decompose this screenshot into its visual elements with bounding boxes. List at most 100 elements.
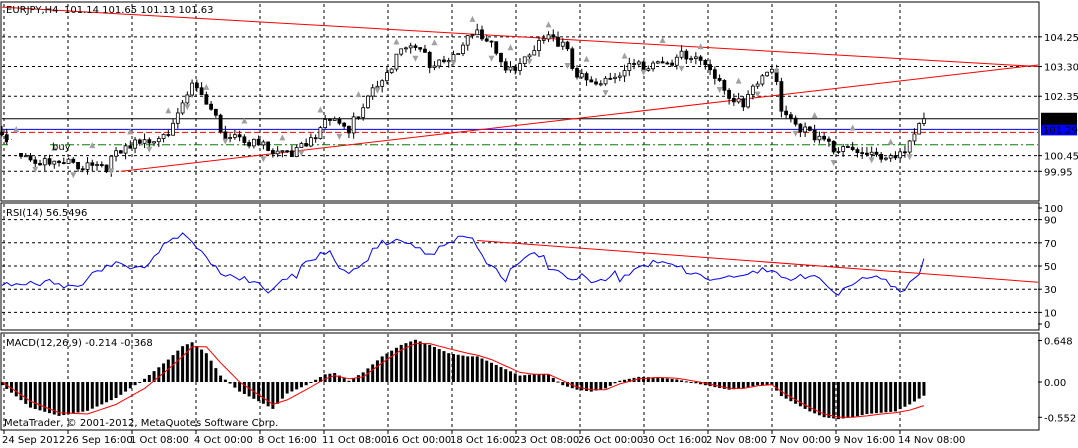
macd-bar-164 (779, 382, 783, 397)
macd-bar-141 (670, 378, 674, 382)
candle-body-67 (318, 127, 323, 140)
macd-bar-14 (67, 382, 71, 415)
candle-body-30 (142, 139, 147, 144)
candle-body-158 (750, 85, 755, 95)
candle-body-50 (237, 134, 242, 138)
rsi-trendline[interactable] (477, 239, 1039, 283)
macd-bar-36 (171, 355, 175, 382)
candle-body-57 (270, 150, 275, 155)
fractal-marker-155 (735, 77, 742, 84)
x-tick-label-2: 1 Oct 08:00 (130, 435, 189, 446)
candle-body-45 (213, 108, 218, 116)
fractal-marker-63 (298, 150, 305, 157)
x-tick-label-9: 26 Oct 00:00 (578, 435, 643, 446)
macd-bar-107 (508, 371, 512, 382)
macd-bar-80 (380, 356, 384, 382)
macd-bar-113 (537, 374, 541, 382)
candle-body-120 (570, 48, 575, 69)
macd-bar-54 (257, 382, 261, 402)
fractal-marker-99 (469, 15, 476, 22)
macd-bar-100 (475, 356, 479, 382)
candle-body-161 (765, 71, 770, 77)
macd-bar-119 (566, 382, 570, 387)
fractal-marker-3 (13, 126, 20, 133)
x-tick-label-8: 23 Oct 08:00 (514, 435, 579, 446)
candle-body-11 (52, 160, 57, 165)
candle-body-128 (608, 77, 613, 80)
macd-bar-74 (352, 377, 356, 382)
fractal-marker-59 (279, 134, 286, 141)
candle-body-46 (218, 114, 223, 133)
candle-body-159 (755, 83, 760, 87)
macd-bar-59 (280, 382, 284, 399)
price-tick-label-3: 101.63 (1043, 115, 1078, 126)
macd-bar-73 (347, 380, 351, 382)
candle-body-95 (451, 54, 456, 61)
fractal-marker-107 (507, 44, 514, 51)
rsi-panel-title: RSI(14) 56.5496 (6, 208, 87, 219)
candle-body-55 (261, 141, 266, 146)
rsi-levels (2, 219, 1038, 313)
macd-panel[interactable]: MACD(12,26,9) -0.214 -0.368 MetaTrader, … (0, 338, 926, 429)
macd-bar-40 (190, 342, 194, 382)
macd-bar-93 (442, 351, 446, 382)
macd-bar-131 (623, 379, 627, 382)
macd-bar-157 (746, 382, 750, 388)
signal-label-box (8, 140, 48, 153)
fractal-marker-15 (70, 172, 77, 179)
candle-body-21 (99, 164, 104, 166)
price-panel[interactable]: EURJPY,H4 101.14 101.65 101.13 101.63 bu… (0, 5, 1039, 179)
candle-body-173 (822, 135, 827, 140)
fractal-marker-191 (906, 154, 913, 161)
candle-body-15 (71, 158, 76, 163)
price-tick-label-6: 104.25 (1044, 33, 1078, 44)
candle-body-188 (893, 155, 898, 159)
candle-body-36 (171, 122, 175, 136)
macd-bar-64 (304, 382, 308, 386)
price-tick-label-2-box (1041, 123, 1077, 136)
candle-body-135 (641, 61, 646, 71)
macd-histogram (0, 339, 926, 420)
candle-body-102 (484, 38, 489, 42)
candle-body-98 (465, 35, 470, 46)
candle-body-10 (47, 158, 52, 165)
fractal-marker-171 (811, 112, 818, 119)
macd-tick-label-0: 0.648 (1044, 337, 1073, 348)
macd-bar-27 (128, 382, 132, 389)
candle-body-137 (651, 62, 655, 70)
fractal-marker-123 (583, 55, 590, 62)
macd-bar-15 (71, 382, 75, 414)
candle-body-47 (223, 131, 228, 139)
macd-bar-5 (24, 382, 28, 404)
macd-bar-190 (903, 382, 907, 407)
macd-bar-10 (48, 382, 52, 414)
candle-body-39 (185, 94, 190, 104)
candle-body-71 (337, 118, 342, 124)
candle-body-179 (850, 146, 855, 151)
rsi-panel[interactable]: RSI(14) 56.5496 (1, 208, 1039, 313)
fractal-marker-135 (640, 69, 647, 76)
macd-bar-165 (784, 382, 788, 399)
candle-body-68 (323, 119, 328, 129)
watermark: MetaTrader, © 2001-2012, MetaQuotes Soft… (4, 418, 278, 429)
macd-bar-22 (105, 382, 109, 403)
macd-bar-92 (437, 349, 441, 382)
fractal-marker-83 (393, 38, 400, 45)
candle-body-101 (480, 29, 484, 40)
candle-body-141 (670, 62, 674, 66)
candle-body-6 (28, 155, 33, 161)
fractal-marker-11 (51, 144, 58, 151)
macd-bar-86 (409, 341, 413, 382)
macd-bar-98 (466, 356, 470, 382)
macd-bar-108 (513, 373, 517, 382)
panel-frames (0, 1, 1040, 431)
candle-body-106 (503, 61, 508, 71)
macd-bar-17 (81, 382, 85, 412)
macd-bar-147 (699, 382, 703, 385)
candle-body-44 (209, 103, 214, 110)
candle-body-91 (432, 65, 437, 68)
macd-bar-159 (756, 382, 760, 386)
x-tick-label-7: 18 Oct 16:00 (450, 435, 515, 446)
price-tick-label-5: 103.30 (1044, 63, 1078, 74)
